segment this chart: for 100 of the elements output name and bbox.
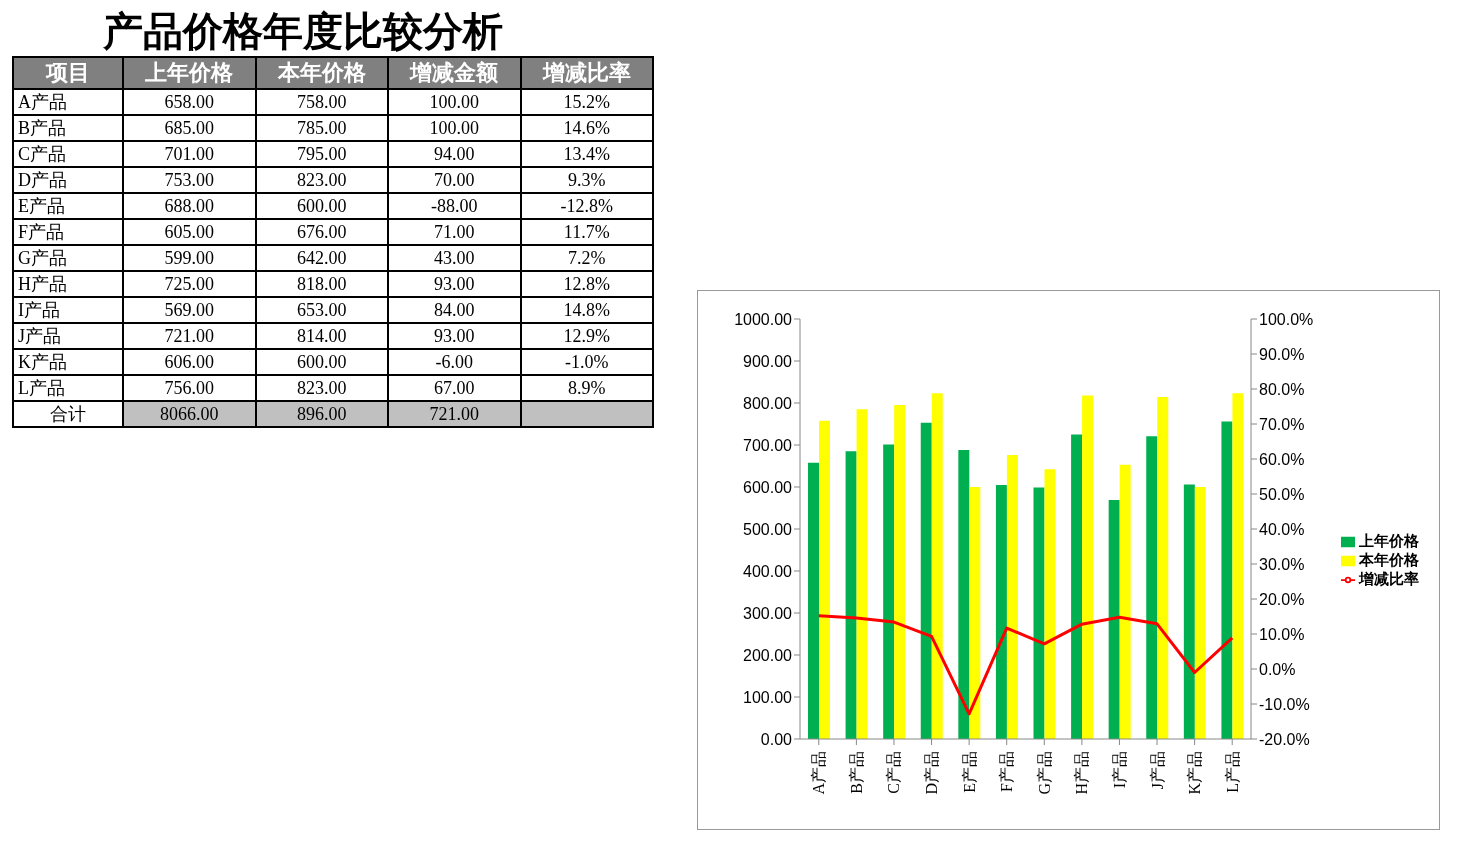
data-label: -88.00 [388, 193, 521, 219]
bar [894, 405, 906, 739]
data-label: 600.00 [255, 349, 388, 375]
legend-label: 上年价格 [123, 57, 256, 89]
category-label: G产品 [13, 245, 123, 271]
y2-tick-label: -10.0% [1259, 695, 1310, 713]
bar [856, 409, 868, 739]
data-label: 12.8% [520, 271, 653, 297]
data-label: 823.00 [255, 167, 388, 193]
bar [1082, 395, 1094, 739]
data-label: 67.00 [388, 375, 521, 401]
bar [1232, 393, 1244, 739]
category-label: L产品 [13, 375, 123, 401]
data-label: 818.00 [255, 271, 388, 297]
bar [883, 444, 895, 739]
data-label: 785.00 [255, 115, 388, 141]
data-label: 756.00 [123, 375, 256, 401]
bar [1157, 397, 1169, 739]
bar [819, 420, 830, 739]
data-label: 676.00 [255, 219, 388, 245]
y2-tick-label: 90.0% [1259, 345, 1305, 363]
data-label: -1.0% [520, 349, 653, 375]
y2-tick-label: 50.0% [1259, 485, 1305, 503]
data-label: 14.6% [520, 115, 653, 141]
bar [1194, 487, 1206, 739]
data-label: 823.00 [255, 375, 388, 401]
data-label: 600.00 [255, 193, 388, 219]
text: 本年价格 [255, 57, 388, 89]
text: 产品价格年度比较分析 [102, 8, 504, 56]
data-label: 70.00 [388, 167, 521, 193]
bar [808, 462, 819, 739]
data-label: 569.00 [123, 297, 256, 323]
line-series [817, 614, 1234, 716]
data-label: 685.00 [123, 115, 256, 141]
y-tick-label: 700.00 [743, 436, 793, 454]
y2-tick-label: 60.0% [1259, 450, 1305, 468]
data-label: 9.3% [520, 167, 653, 193]
text: 721.00 [429, 403, 479, 424]
bar [1183, 484, 1195, 739]
bar [1146, 436, 1158, 739]
y2-tick-label: -20.0% [1259, 730, 1310, 748]
x-tick-label: I产品 [1110, 751, 1128, 789]
y2-tick-label: 0.0% [1259, 660, 1296, 678]
x-tick-label: A产品 [810, 751, 828, 795]
category-label: H产品 [13, 271, 123, 297]
x-tick-label: F产品 [998, 751, 1016, 792]
data-label: 100.00 [388, 89, 521, 115]
data-label: 721.00 [123, 323, 256, 349]
data-label: 701.00 [123, 141, 256, 167]
bar [1044, 469, 1056, 739]
data-label: 43.00 [388, 245, 521, 271]
data-label: 642.00 [255, 245, 388, 271]
category-label: J产品 [13, 323, 123, 349]
y2-tick-label: 20.0% [1259, 590, 1305, 608]
data-label: 795.00 [255, 141, 388, 167]
data-label: -12.8% [520, 193, 653, 219]
y-tick-label: 300.00 [743, 604, 793, 622]
y-tick-label: 800.00 [743, 394, 793, 412]
category-label: B产品 [13, 115, 123, 141]
text: 增减比率 [520, 57, 653, 89]
bar [931, 393, 943, 739]
text: 项目 [13, 57, 123, 89]
data-label: 14.8% [520, 297, 653, 323]
data-label: 7.2% [520, 245, 653, 271]
bar [1108, 500, 1120, 739]
y2-tick-label: 10.0% [1259, 625, 1305, 643]
y2-tick-label: 100.0% [1259, 310, 1314, 328]
x-tick-label: K产品 [1186, 751, 1204, 795]
data-label: 758.00 [255, 89, 388, 115]
y2-tick-label: 70.0% [1259, 415, 1305, 433]
x-tick-label: E产品 [960, 751, 978, 793]
text: 8066.00 [160, 403, 219, 424]
data-label: 84.00 [388, 297, 521, 323]
data-label: 658.00 [123, 89, 256, 115]
bar [920, 422, 932, 739]
data-label: 71.00 [388, 219, 521, 245]
y2-tick-label: 40.0% [1259, 520, 1305, 538]
bar [1071, 434, 1083, 739]
data-label: 93.00 [388, 323, 521, 349]
bar [1006, 455, 1018, 739]
legend-label: 上年价格 [1359, 531, 1419, 549]
legend-label: 增减比率 [1359, 569, 1419, 587]
category-label: C产品 [13, 141, 123, 167]
bar [845, 451, 857, 739]
data-label: 753.00 [123, 167, 256, 193]
x-tick-label: G产品 [1035, 751, 1053, 795]
data-label: 8.9% [520, 375, 653, 401]
y2-tick-label: 30.0% [1259, 555, 1305, 573]
bar [995, 484, 1007, 739]
text: 增减金额 [388, 57, 521, 89]
y-tick-label: 500.00 [743, 520, 793, 538]
data-label: 814.00 [255, 323, 388, 349]
text: 合计 [13, 401, 123, 427]
data-label: 100.00 [388, 115, 521, 141]
category-label: A产品 [13, 89, 123, 115]
data-label: 688.00 [123, 193, 256, 219]
data-label: 15.2% [520, 89, 653, 115]
y-tick-label: 0.00 [760, 730, 793, 748]
data-label: 606.00 [123, 349, 256, 375]
category-label: D产品 [13, 167, 123, 193]
